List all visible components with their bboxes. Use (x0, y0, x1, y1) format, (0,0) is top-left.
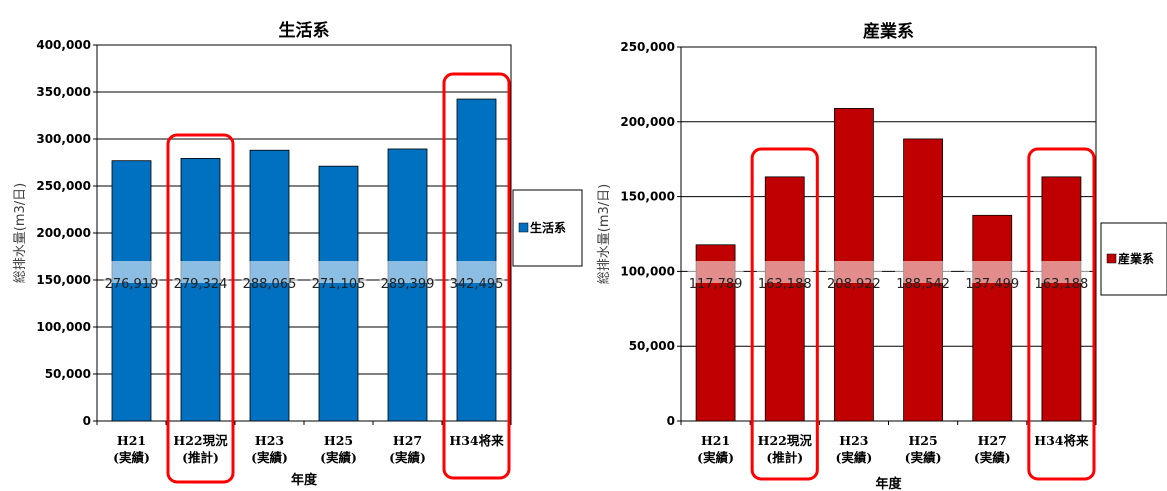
data-label: 288,065 (243, 277, 297, 292)
chart-title: 生活系 (279, 20, 330, 41)
highlight-frame (1027, 147, 1096, 481)
y-tick-label: 350,000 (36, 85, 91, 99)
highlight-frame (750, 147, 819, 481)
x-tick-label-sub: (推計) (182, 450, 219, 465)
data-label-bg (379, 261, 436, 283)
y-tick-label: 150,000 (36, 273, 91, 287)
data-label: 117,789 (689, 277, 743, 292)
y-tick-label: 400,000 (36, 38, 91, 52)
bar (764, 176, 805, 422)
y-tick-label: 200,000 (36, 226, 91, 240)
plot-area (680, 46, 1097, 422)
x-tick-label: H27 (393, 433, 422, 448)
x-tick-label: H21 (117, 433, 146, 448)
y-tick-label: 300,000 (36, 132, 91, 146)
bar (318, 165, 359, 422)
y-tick-label: 100,000 (36, 320, 91, 334)
x-axis-label: 年度 (291, 472, 318, 488)
data-label-bg (172, 261, 229, 283)
bar (387, 148, 428, 422)
x-tick-label-sub: (実績) (835, 450, 872, 465)
legend-swatch (518, 222, 529, 233)
bar (1041, 176, 1082, 422)
chart-0: 生活系 0 50,000 100,000 150,000 200,000 250,000 30… (13, 20, 583, 488)
x-tick-label: H22現況 (173, 433, 228, 448)
data-label-bg (756, 261, 813, 283)
x-tick-label: H25 (908, 433, 937, 448)
data-label-bg (241, 261, 298, 283)
y-tick-label: 100,000 (620, 264, 675, 278)
highlight-frame (442, 72, 511, 480)
data-label-bg (103, 261, 160, 283)
data-label: 276,919 (105, 277, 159, 292)
bar (972, 214, 1013, 422)
x-tick-label: H21 (701, 433, 730, 448)
data-label-bg (1033, 261, 1090, 283)
data-label: 208,922 (827, 277, 881, 292)
highlight-frame (166, 133, 235, 484)
data-label: 342,495 (450, 277, 504, 292)
x-tick-label-sub: (実績) (697, 450, 734, 465)
bar (249, 149, 290, 422)
x-tick-label: H34将来 (449, 433, 504, 448)
x-tick-label-sub: (推計) (766, 450, 803, 465)
data-label-bg (310, 261, 367, 283)
bar (456, 98, 497, 422)
legend-label: 産業系 (1118, 251, 1154, 266)
data-label: 163,188 (758, 277, 812, 292)
x-tick-label: H22現況 (758, 433, 813, 448)
x-tick-label-sub: (実績) (251, 450, 288, 465)
data-label: 163,188 (1035, 277, 1089, 292)
x-tick-label: H23 (839, 433, 868, 448)
data-label-bg (687, 261, 744, 283)
x-tick-label-sub: (実績) (113, 450, 150, 465)
x-tick-label-sub: (実績) (905, 450, 942, 465)
data-label: 188,542 (896, 277, 950, 292)
data-label: 289,399 (381, 277, 435, 292)
data-label-bg (895, 261, 952, 283)
data-label-bg (964, 261, 1021, 283)
y-tick-label: 250,000 (36, 179, 91, 193)
bar (180, 158, 221, 422)
legend-label: 生活系 (530, 220, 566, 235)
data-label: 279,324 (174, 277, 228, 292)
y-axis-label: 総排水量(m3/日) (597, 184, 612, 284)
x-tick-label: H25 (324, 433, 353, 448)
y-tick-label: 250,000 (620, 40, 675, 54)
y-tick-label: 50,000 (45, 367, 91, 381)
y-tick-label: 150,000 (620, 190, 675, 204)
y-axis-label: 総排水量(m3/日) (13, 183, 28, 283)
x-tick-label: H23 (255, 433, 284, 448)
y-tick-label: 0 (667, 414, 675, 428)
x-tick-label-sub: (実績) (974, 450, 1011, 465)
legend-swatch (1106, 253, 1117, 264)
x-tick-label: H34将来 (1034, 433, 1089, 448)
y-tick-label: 0 (83, 414, 91, 428)
y-tick-label: 200,000 (620, 115, 675, 129)
chart-title: 産業系 (863, 21, 914, 42)
chart-1: 産業系 0 50,000 100,000 150,000 200,000 250,000 H2… (597, 21, 1167, 491)
x-axis-label: 年度 (875, 476, 902, 491)
data-label: 271,105 (312, 277, 366, 292)
x-tick-label-sub: (実績) (320, 450, 357, 465)
y-tick-label: 50,000 (629, 339, 675, 353)
data-label-bg (825, 261, 882, 283)
x-tick-label-sub: (実績) (389, 450, 426, 465)
data-label-bg (448, 261, 505, 283)
bar (111, 160, 152, 422)
x-tick-label: H27 (978, 433, 1007, 448)
data-label: 137,499 (965, 277, 1019, 292)
